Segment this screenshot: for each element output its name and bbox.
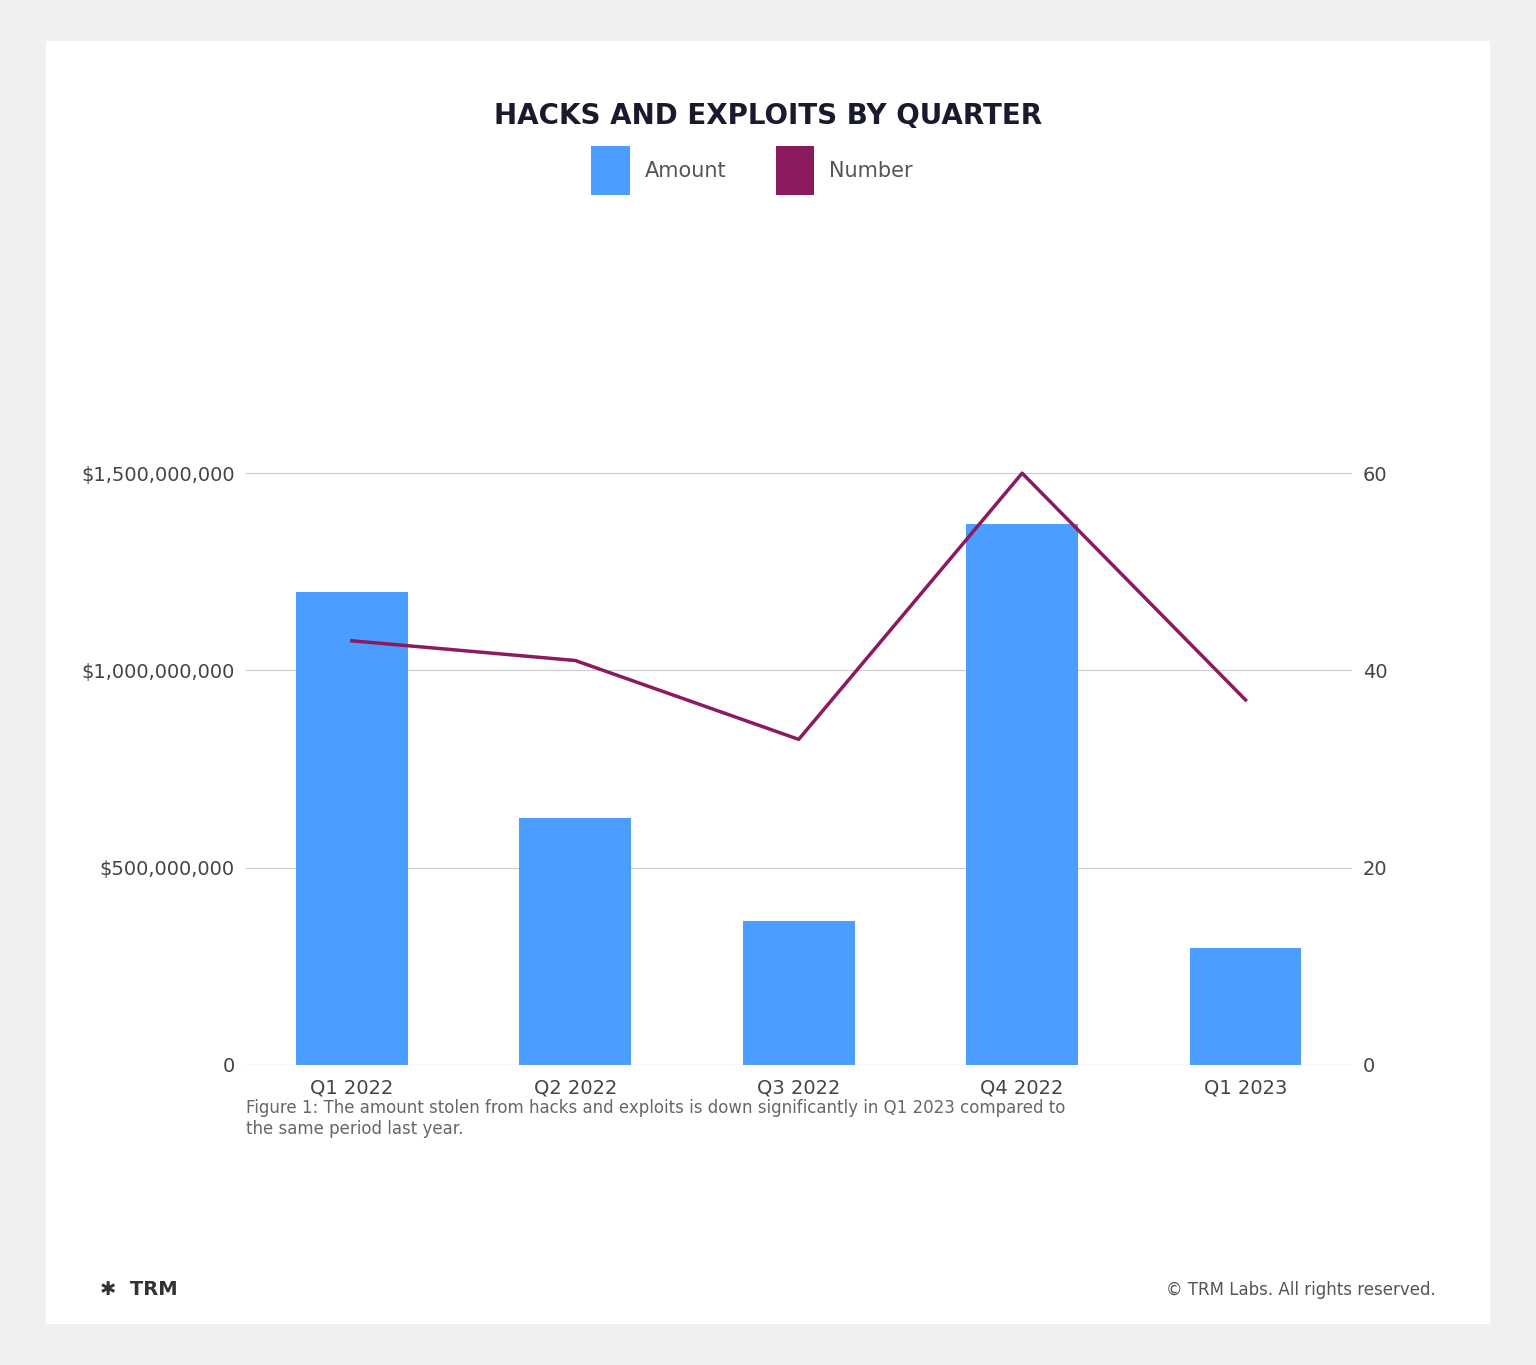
Bar	[1190, 949, 1301, 1065]
Text: Amount: Amount	[645, 161, 727, 180]
Bar	[296, 591, 407, 1065]
Bar	[743, 921, 854, 1065]
Text: © TRM Labs. All rights reserved.: © TRM Labs. All rights reserved.	[1166, 1280, 1436, 1299]
Bar	[966, 524, 1078, 1065]
Text: Number: Number	[829, 161, 912, 180]
Text: ✱  TRM: ✱ TRM	[100, 1280, 178, 1299]
Bar	[519, 818, 631, 1065]
Text: Figure 1: The amount stolen from hacks and exploits is down significantly in Q1 : Figure 1: The amount stolen from hacks a…	[246, 1099, 1064, 1137]
Text: HACKS AND EXPLOITS BY QUARTER: HACKS AND EXPLOITS BY QUARTER	[495, 102, 1041, 131]
